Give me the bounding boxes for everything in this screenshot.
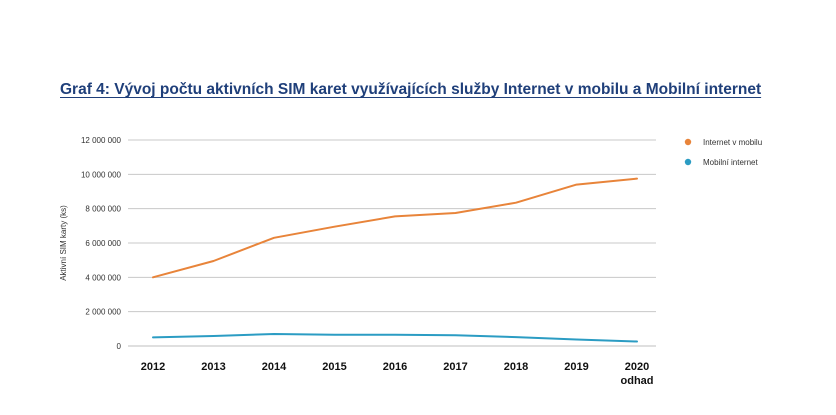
data-point — [576, 338, 578, 340]
data-point — [213, 260, 215, 262]
data-point — [455, 212, 457, 214]
data-point — [636, 341, 638, 343]
y-tick-label: 2 000 000 — [85, 308, 121, 317]
series-line-1 — [152, 333, 638, 343]
data-point — [394, 334, 396, 336]
data-point — [273, 237, 275, 239]
x-tick-label: 2014 — [262, 361, 287, 373]
data-point — [213, 335, 215, 337]
data-point — [515, 336, 517, 338]
gridlines — [128, 139, 656, 347]
data-point — [394, 215, 396, 217]
legend-marker-0 — [684, 138, 692, 146]
data-point — [576, 184, 578, 186]
y-tick-label: 6 000 000 — [85, 239, 121, 248]
series-line-0 — [152, 177, 638, 279]
y-tick-label: 8 000 000 — [85, 205, 121, 214]
data-point — [334, 226, 336, 228]
y-tick-label: 4 000 000 — [85, 273, 121, 282]
data-point — [152, 276, 154, 278]
x-tick-label: 2018 — [504, 361, 528, 373]
series-lines — [152, 177, 638, 343]
data-point — [515, 202, 517, 204]
y-axis-title: Aktivní SIM karty (ks) — [59, 205, 68, 281]
x-tick-label: 2015 — [322, 361, 346, 373]
legend-label-0: Internet v mobilu — [703, 138, 762, 147]
x-tick-label: 2016 — [383, 361, 407, 373]
x-tick-label: 2020 — [625, 361, 649, 373]
legend-marker-1 — [684, 158, 692, 166]
data-point — [636, 178, 638, 180]
x-tick-sublabel: odhad — [621, 375, 654, 387]
chart-title: Graf 4: Vývoj počtu aktivních SIM karet … — [60, 81, 762, 98]
data-point — [273, 333, 275, 335]
x-tick-label: 2013 — [201, 361, 225, 373]
y-tick-label: 0 — [117, 342, 122, 351]
x-tick-label: 2019 — [564, 361, 588, 373]
legend-label-1: Mobilní internet — [703, 158, 758, 167]
x-tick-label: 2017 — [443, 361, 467, 373]
y-tick-label: 12 000 000 — [81, 136, 122, 145]
data-point — [152, 336, 154, 338]
x-tick-label: 2012 — [141, 361, 165, 373]
data-point — [455, 334, 457, 336]
data-point — [334, 334, 336, 336]
legend: Internet v mobilu Mobilní internet — [684, 138, 762, 167]
axis-labels: 0 2 000 000 4 000 000 6 000 000 8 000 000 10 … — [59, 136, 654, 387]
y-tick-label: 10 000 000 — [81, 170, 122, 179]
